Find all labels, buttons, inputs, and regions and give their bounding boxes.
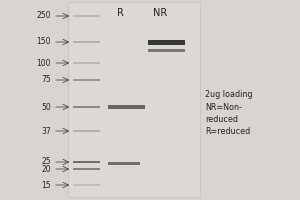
Text: 37: 37 — [41, 127, 51, 136]
Bar — [108, 105, 145, 109]
Bar — [73, 184, 100, 186]
Bar — [73, 161, 100, 163]
Bar — [68, 2, 200, 197]
Bar — [73, 62, 100, 64]
Text: R: R — [117, 8, 123, 18]
Text: 15: 15 — [41, 180, 51, 190]
Bar — [73, 41, 100, 43]
Text: 50: 50 — [41, 102, 51, 112]
Text: 2ug loading
NR=Non-
reduced
R=reduced: 2ug loading NR=Non- reduced R=reduced — [205, 90, 253, 136]
Bar — [73, 106, 100, 108]
Bar — [148, 40, 185, 45]
Text: 25: 25 — [41, 158, 51, 166]
Bar — [108, 162, 140, 164]
Text: 75: 75 — [41, 75, 51, 84]
Bar — [148, 48, 185, 51]
Bar — [73, 130, 100, 132]
Text: 250: 250 — [37, 11, 51, 21]
Text: 150: 150 — [37, 38, 51, 46]
Bar — [73, 79, 100, 81]
Bar — [73, 15, 100, 17]
Text: NR: NR — [153, 8, 167, 18]
Text: 20: 20 — [41, 164, 51, 173]
Text: 100: 100 — [37, 58, 51, 68]
Bar — [73, 168, 100, 170]
